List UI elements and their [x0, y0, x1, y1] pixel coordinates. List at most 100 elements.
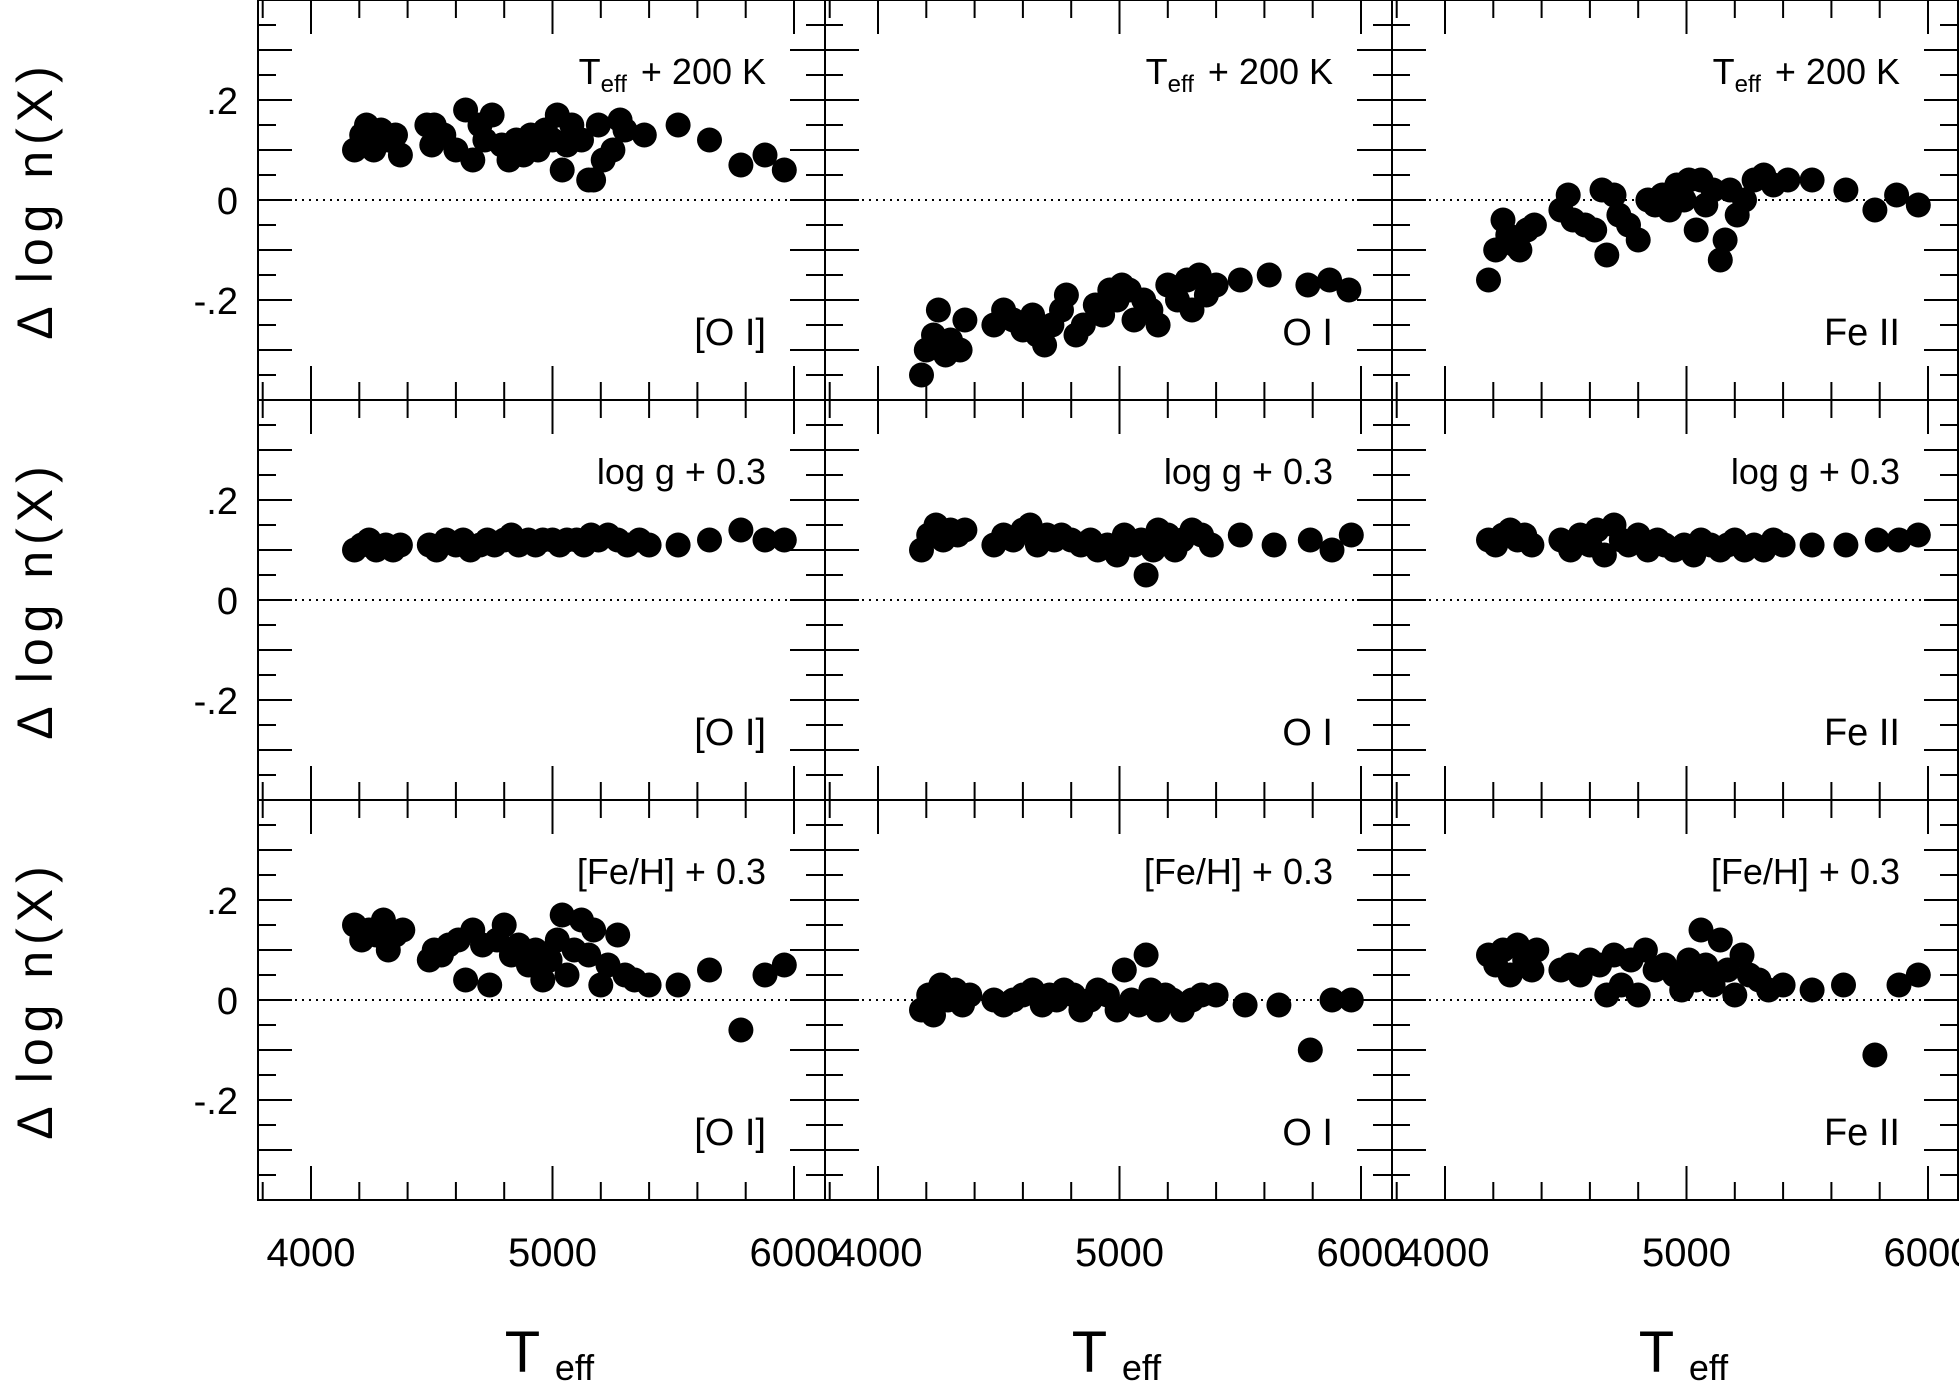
x-axis-label: T [1072, 1320, 1107, 1385]
data-point [1833, 177, 1859, 203]
data-point [554, 962, 580, 988]
y-axis-label: Δ log n(X) [7, 460, 63, 740]
data-point [383, 122, 408, 148]
data-point [1020, 302, 1046, 328]
y-tick-label: 0 [217, 981, 238, 1023]
data-point [1905, 522, 1931, 548]
data-point [1799, 977, 1825, 1003]
data-point [728, 152, 754, 178]
y-tick-label: -.2 [194, 1081, 238, 1123]
data-point [665, 972, 691, 998]
x-tick-label: 6000 [1317, 1231, 1406, 1275]
data-point [1203, 272, 1229, 298]
x-tick-label: 4000 [267, 1231, 356, 1275]
data-point [1770, 972, 1796, 998]
data-point [1519, 532, 1545, 558]
data-point [1625, 982, 1651, 1008]
data-point [1338, 522, 1364, 548]
data-point [1555, 182, 1581, 208]
data-point [1833, 532, 1859, 558]
y-tick-label: -.2 [194, 681, 238, 723]
data-point [952, 517, 978, 543]
data-point [1032, 332, 1058, 358]
data-point [1519, 957, 1545, 983]
data-points [342, 97, 1931, 1068]
data-point [1671, 187, 1697, 213]
data-point [1722, 982, 1748, 1008]
panel-species-label: [O I] [694, 312, 766, 354]
panel-condition-label: Teff + 200 K [1713, 51, 1900, 98]
panel-condition-label: [Fe/H] + 0.3 [577, 851, 766, 892]
data-point [636, 532, 662, 558]
y-tick-label: -.2 [194, 281, 238, 323]
data-point [697, 127, 722, 153]
data-point [549, 157, 575, 183]
data-point [947, 337, 973, 363]
data-point [1266, 992, 1292, 1018]
data-point [1232, 992, 1258, 1018]
data-point [537, 947, 563, 973]
data-point [491, 912, 517, 938]
data-point [1729, 942, 1755, 968]
data-point [1336, 277, 1362, 303]
data-point [1203, 982, 1229, 1008]
data-point [549, 902, 575, 928]
data-point [588, 972, 614, 998]
data-point [1862, 197, 1888, 223]
data-point [1683, 217, 1709, 243]
data-point [771, 527, 797, 553]
data-point [665, 532, 691, 558]
data-point [1799, 532, 1825, 558]
data-point [631, 122, 657, 148]
panel-condition-label: log g + 0.3 [1731, 451, 1900, 492]
data-point [1111, 957, 1137, 983]
data-point [479, 102, 505, 128]
data-point [752, 527, 778, 553]
data-point [1625, 227, 1651, 253]
data-point [1732, 187, 1757, 213]
data-point [612, 117, 638, 143]
data-point [1133, 942, 1159, 968]
x-tick-label: 6000 [750, 1231, 839, 1275]
data-point [581, 917, 607, 943]
axis-ticks [258, 0, 1958, 1200]
data-point [1693, 952, 1719, 978]
data-point [1886, 972, 1912, 998]
data-point [1319, 987, 1345, 1013]
data-point [1884, 182, 1910, 208]
data-point [1688, 917, 1714, 943]
data-point [1256, 262, 1282, 288]
data-point [697, 527, 722, 553]
data-point [752, 142, 778, 168]
data-point [771, 952, 797, 978]
data-point [1862, 1042, 1888, 1068]
data-point [1338, 987, 1364, 1013]
data-point [1198, 532, 1224, 558]
data-point [585, 112, 611, 138]
data-point [387, 142, 413, 168]
data-point [1261, 532, 1287, 558]
x-tick-label: 5000 [1642, 1231, 1731, 1275]
data-point [460, 147, 486, 173]
data-point [1582, 217, 1608, 243]
x-axis-label-subscript: eff [1122, 1347, 1162, 1387]
y-tick-label: 0 [217, 181, 238, 223]
data-point [1632, 937, 1658, 963]
data-point [1707, 927, 1733, 953]
data-point [1775, 167, 1801, 193]
panel-condition-label: Teff + 200 K [1146, 51, 1333, 98]
data-point [1905, 962, 1931, 988]
y-tick-label: .2 [206, 881, 238, 923]
data-point [1591, 542, 1617, 568]
data-point [581, 167, 607, 193]
data-point [1227, 267, 1253, 293]
data-point [909, 362, 934, 388]
panel-condition-label: [Fe/H] + 0.3 [1711, 851, 1900, 892]
data-point [1319, 537, 1345, 563]
x-axis-label-subscript: eff [1689, 1347, 1729, 1387]
data-point [1707, 247, 1733, 273]
x-axis-label: T [1639, 1320, 1674, 1385]
data-point [1297, 1037, 1323, 1063]
y-axis-label: Δ log n(X) [7, 860, 63, 1140]
